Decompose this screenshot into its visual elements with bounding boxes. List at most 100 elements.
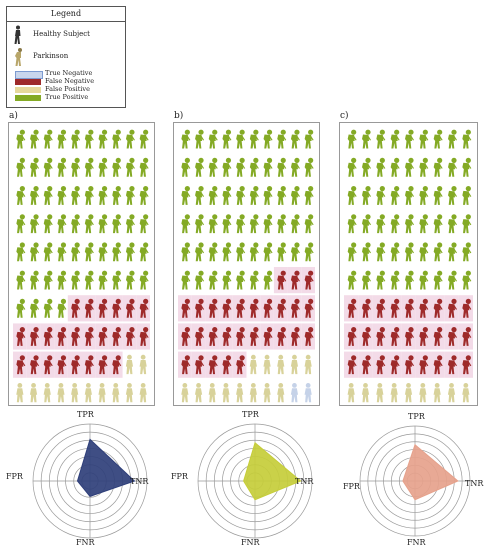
figure-true-positive bbox=[347, 186, 357, 205]
figure-false-negative bbox=[139, 298, 149, 318]
figure-true-positive bbox=[448, 157, 457, 177]
figure-true-positive bbox=[236, 242, 246, 262]
figure-true-positive bbox=[390, 129, 400, 149]
figure-true-positive bbox=[236, 157, 246, 177]
panel-a bbox=[8, 122, 155, 406]
figure-true-positive bbox=[277, 186, 287, 205]
figure-true-positive bbox=[433, 157, 443, 177]
legend-false-positive: False Positive bbox=[45, 85, 90, 93]
figure-true-positive bbox=[304, 157, 314, 177]
figure-true-positive bbox=[405, 157, 414, 177]
figure-false-negative bbox=[84, 298, 94, 318]
figure-false-negative bbox=[98, 355, 108, 375]
figure-false-negative bbox=[362, 327, 371, 346]
figure-true-positive bbox=[43, 242, 53, 262]
figure-false-positive bbox=[304, 354, 312, 375]
figure-false-negative bbox=[405, 298, 414, 318]
figure-true-positive bbox=[30, 242, 40, 262]
figure-false-negative bbox=[222, 355, 232, 375]
figure-true-positive bbox=[362, 270, 371, 290]
figure-false-negative bbox=[290, 270, 300, 290]
figure-true-positive bbox=[448, 214, 457, 234]
figure-false-positive bbox=[139, 354, 147, 375]
figure-true-positive bbox=[236, 129, 246, 149]
figure-false-positive bbox=[181, 383, 189, 403]
figure-false-positive bbox=[98, 383, 106, 403]
figure-false-negative bbox=[195, 298, 205, 318]
figure-false-negative bbox=[290, 327, 300, 346]
figure-false-negative bbox=[16, 355, 26, 375]
figure-false-negative bbox=[347, 355, 357, 375]
figure-true-positive bbox=[139, 214, 149, 234]
figure-true-positive bbox=[290, 186, 300, 205]
figure-true-positive bbox=[433, 214, 443, 234]
figure-true-positive bbox=[139, 186, 149, 205]
figure-true-positive bbox=[208, 214, 218, 234]
figure-true-positive bbox=[419, 186, 429, 205]
figure-true-positive bbox=[419, 214, 429, 234]
figure-true-positive bbox=[263, 157, 273, 177]
figure-true-positive bbox=[290, 129, 300, 149]
figure-true-positive bbox=[304, 129, 314, 149]
figure-true-positive bbox=[362, 157, 371, 177]
figure-true-positive bbox=[376, 270, 386, 290]
figure-true-positive bbox=[290, 214, 300, 234]
figure-false-negative bbox=[125, 298, 135, 318]
figure-false-negative bbox=[290, 298, 300, 318]
figure-true-positive bbox=[263, 129, 273, 149]
figure-false-negative bbox=[263, 327, 273, 346]
figure-true-positive bbox=[30, 270, 40, 290]
figure-true-positive bbox=[462, 270, 472, 290]
figure-true-positive bbox=[462, 129, 472, 149]
figure-true-positive bbox=[125, 242, 135, 262]
panel-c-figures bbox=[344, 129, 473, 403]
figure-true-positive bbox=[222, 186, 232, 205]
figure-true-positive bbox=[43, 186, 53, 205]
radar-c-plot bbox=[359, 425, 471, 537]
radar-a: TPR TNR FNR FPR bbox=[6, 408, 160, 550]
figure-true-positive bbox=[181, 270, 191, 290]
figure-false-negative bbox=[419, 355, 429, 375]
figure-true-positive bbox=[71, 270, 81, 290]
figure-true-positive bbox=[43, 214, 53, 234]
figure-false-negative bbox=[195, 355, 205, 375]
figure-true-positive bbox=[405, 270, 414, 290]
figure-false-negative bbox=[112, 298, 122, 318]
figure-true-positive bbox=[84, 214, 94, 234]
figure-false-negative bbox=[236, 327, 246, 346]
figure-false-positive bbox=[71, 383, 79, 403]
figure-true-positive bbox=[125, 129, 135, 149]
figure-false-negative bbox=[419, 298, 429, 318]
figure-true-positive bbox=[125, 186, 135, 205]
figure-true-positive bbox=[263, 186, 273, 205]
figure-true-positive bbox=[222, 242, 232, 262]
figure-true-positive bbox=[222, 214, 232, 234]
figure-true-positive bbox=[112, 157, 122, 177]
panel-b bbox=[173, 122, 320, 406]
figure-false-negative bbox=[43, 327, 53, 346]
figure-true-positive bbox=[181, 186, 191, 205]
figure-false-positive bbox=[16, 383, 24, 403]
radar-a-tnr: TNR bbox=[130, 477, 149, 486]
figure-false-negative bbox=[263, 298, 273, 318]
figure-true-positive bbox=[249, 186, 259, 205]
figure-false-positive bbox=[249, 354, 257, 375]
figure-true-positive bbox=[249, 214, 259, 234]
figure-true-positive bbox=[195, 129, 205, 149]
radar-c-tnr: TNR bbox=[465, 479, 484, 488]
figure-false-negative bbox=[362, 355, 371, 375]
radar-b: TPR TNR FNR FPR bbox=[171, 408, 325, 550]
figure-false-negative bbox=[208, 298, 218, 318]
figure-false-positive bbox=[433, 383, 441, 403]
healthy-subject-icon bbox=[14, 25, 21, 44]
figure-true-positive bbox=[98, 186, 108, 205]
figure-true-positive bbox=[16, 214, 26, 234]
figure-false-negative bbox=[277, 298, 287, 318]
figure-true-positive bbox=[195, 270, 205, 290]
figure-true-positive bbox=[290, 242, 300, 262]
figure-true-positive bbox=[304, 242, 314, 262]
figure-true-positive bbox=[376, 157, 386, 177]
figure-true-positive bbox=[405, 214, 414, 234]
figure-true-positive bbox=[30, 298, 40, 318]
figure-false-negative bbox=[347, 327, 357, 346]
